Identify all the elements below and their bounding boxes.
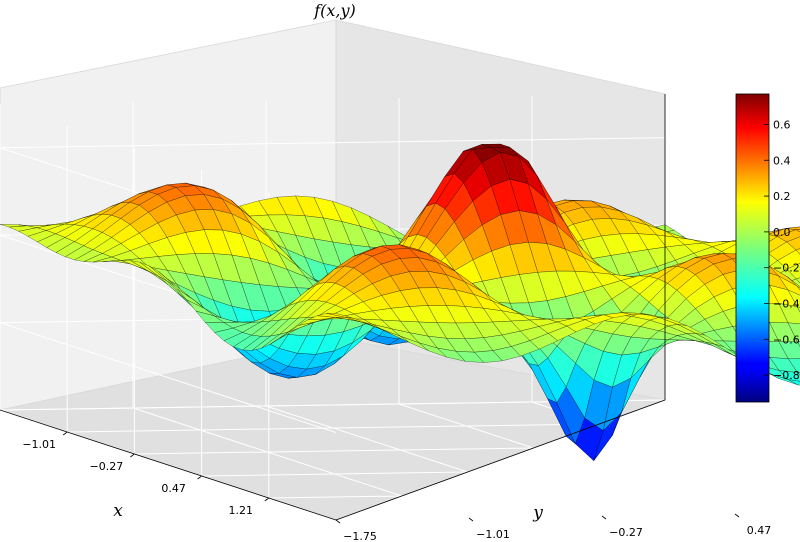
colorbar-gradient [735,93,770,403]
colorbar: 0.6 0.4 0.2 0.0 −0.2 −0.4 −0.6 −0.8 [735,93,800,403]
surface-patch [795,229,800,233]
y-tick-mark [734,513,740,518]
surface-patch [778,370,800,382]
colorbar-ticks: 0.6 0.4 0.2 0.0 −0.2 −0.4 −0.6 −0.8 [764,118,800,382]
surface-patch [778,303,800,325]
colorbar-tick-label: 0.0 [773,226,791,239]
colorbar-tick-label: −0.8 [773,369,800,382]
floor-grid-line [398,403,736,515]
floor-grid-line [265,405,603,517]
x-axis-line [0,409,337,521]
y-tick-label: −0.27 [609,526,643,539]
colorbar-tick-label: −0.6 [773,333,800,346]
x-tick-mark [264,497,270,502]
y-tick-mark [335,519,341,524]
y-axis-line [335,399,666,521]
surface-patch [795,248,800,255]
axis-ticks: −1.75−1.01−0.270.471.21−1.75−1.01−0.270.… [0,410,772,542]
floor-grid-line [132,407,470,519]
surface-patch [777,249,800,270]
surface-patch [787,276,800,289]
colorbar-tick-label: 0.4 [773,154,791,167]
surface [0,143,800,462]
surface-patch [787,322,800,342]
surface-patch [788,379,800,386]
x-tick-label: 0.47 [161,482,186,495]
y-axis-label: y [532,503,543,523]
right-pane-grid-line [0,322,337,434]
colorbar-tick-label: 0.2 [773,190,791,203]
x-tick-label: −0.27 [90,460,124,473]
surface-patch [786,263,800,280]
left-pane-grid-line [0,137,666,149]
colorbar-tick-label: −0.2 [773,262,800,275]
floor-grid-line [201,466,800,477]
x-tick-mark [62,431,68,436]
surface-patch [796,306,800,313]
x-tick-label: −1.01 [22,438,56,451]
y-tick-label: −1.01 [476,528,510,541]
x-tick-mark [130,453,135,458]
axis-lines [0,94,666,521]
surface-patch [786,236,800,251]
floor-grid-line [134,443,800,455]
colorbar-tick-label: 0.6 [773,118,791,131]
y-tick-label: 0.47 [747,524,772,537]
floor-grid-line [67,421,733,433]
y-tick-mark [601,515,607,520]
y-tick-label: −1.75 [343,530,377,542]
surface-patch [797,341,800,347]
y-tick-mark [468,517,474,522]
x-tick-label: 1.21 [229,504,254,517]
surface-patch [778,275,800,296]
surface-patch [778,341,800,359]
surface-patch [797,372,800,376]
colorbar-tick-label: −0.4 [773,298,800,311]
surface-patch [787,289,800,308]
chart-title: f(x,y) [313,1,356,20]
surface-patch [795,277,800,284]
surface-patch [786,226,800,230]
x-axis-label: x [113,501,123,521]
x-tick-mark [197,475,202,480]
surface-patch [787,358,800,373]
floor-grid-line [268,489,800,499]
